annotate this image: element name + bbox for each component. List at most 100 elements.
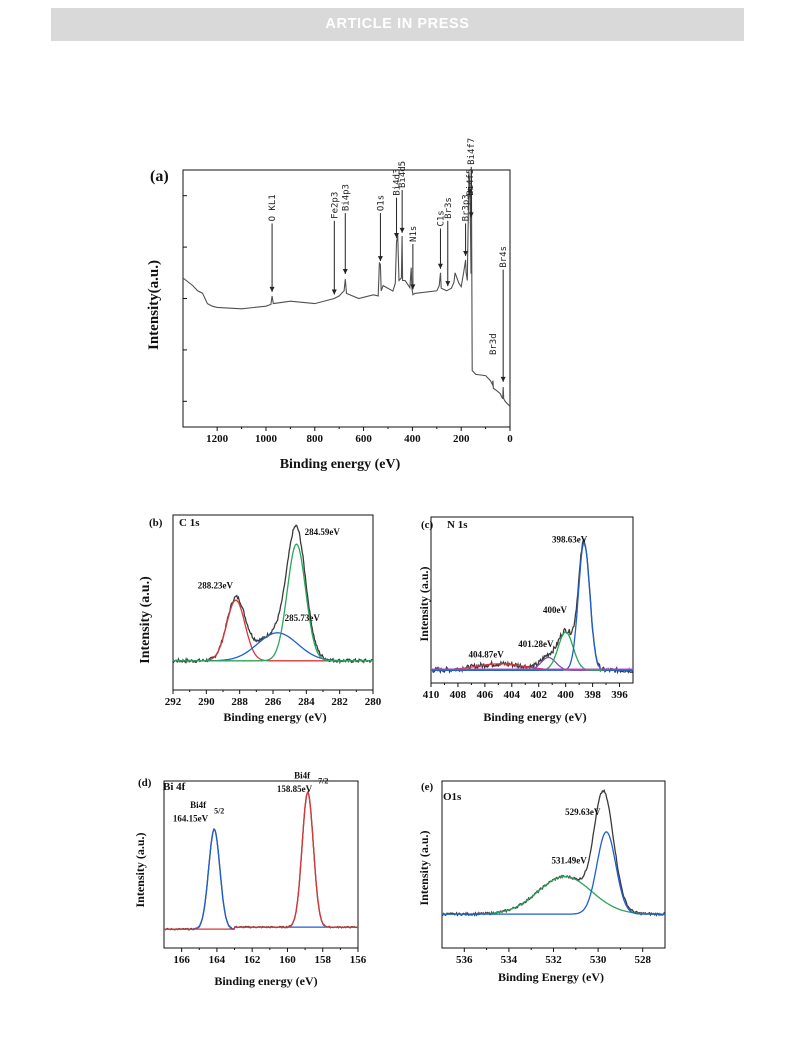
x-tick-label: 534 <box>501 954 518 966</box>
c1s-spectrum-chart: (b) C 1s Intensity (a.u.) Binding energy… <box>138 514 382 724</box>
x-tick-label: 532 <box>545 954 562 966</box>
x-axis-label: Binding energy (eV) <box>214 974 317 988</box>
plot-frame <box>163 780 359 949</box>
plot-frame <box>172 514 374 691</box>
bi4f-spectrum-chart: (d) Bi 4f Intensity (a.u.) Binding energ… <box>133 770 367 988</box>
peak-arrow-head <box>269 286 275 292</box>
peak-arrow-head <box>500 376 506 382</box>
x-axis-label: Binding Energy (eV) <box>498 970 604 984</box>
component-subscript: 5/2 <box>214 806 224 815</box>
fit-component-line <box>164 791 358 930</box>
fit-component-line <box>431 541 633 671</box>
x-tick-label: 536 <box>456 954 473 966</box>
fit-component-line <box>442 831 665 915</box>
peak-label: Fe2p3 <box>330 192 340 219</box>
x-tick-label: 292 <box>165 696 182 708</box>
survey-spectrum-chart: (a) Intensity(a.u.) Binding energy (eV) … <box>146 138 513 472</box>
y-axis-label: Intensity(a.u.) <box>146 260 162 350</box>
element-label: O1s <box>443 791 462 803</box>
component-energy-label: 529.63eV <box>565 807 601 817</box>
o1s-spectrum-chart: (e) O1s Intensity (a.u.) Binding Energy … <box>417 780 666 984</box>
x-tick-label: 156 <box>350 954 367 966</box>
x-tick-label: 280 <box>365 696 382 708</box>
x-tick-label: 166 <box>173 954 190 966</box>
element-label: C 1s <box>179 517 200 529</box>
x-tick-label: 286 <box>265 696 282 708</box>
raw-spectrum-line <box>172 524 374 665</box>
raw-spectrum-line <box>430 538 634 675</box>
y-axis-label: Intensity (a.u.) <box>138 576 153 664</box>
x-tick-label: 530 <box>590 954 607 966</box>
peak-arrow-head <box>399 227 405 233</box>
peak-label: Bi4f7 <box>467 138 477 165</box>
x-tick-label: 288 <box>231 696 248 708</box>
x-tick-label: 0 <box>507 433 513 445</box>
x-tick-label: 396 <box>611 689 628 701</box>
component-energy-label: 400eV <box>543 605 567 615</box>
component-energy-label: 398.63eV <box>552 535 588 545</box>
y-axis-label: Intensity (a.u.) <box>133 832 147 907</box>
component-energy-label: 401.28eV <box>518 639 554 649</box>
x-tick-label: 290 <box>198 696 215 708</box>
survey-spectrum-line <box>182 169 511 407</box>
component-energy-label: 284.59eV <box>305 527 341 537</box>
component-energy-label: 531.49eV <box>551 855 587 865</box>
x-tick-label: 164 <box>209 954 226 966</box>
x-tick-label: 158 <box>314 954 331 966</box>
peak-label: Bi4d5 <box>398 161 408 188</box>
x-tick-label: 404 <box>504 689 521 701</box>
x-tick-label: 282 <box>331 696 348 708</box>
peak-label: N1s <box>409 226 419 242</box>
y-axis-label: Intensity (a.u.) <box>417 830 431 905</box>
x-axis-label: Binding energy (eV) <box>223 710 326 724</box>
x-tick-label: 408 <box>450 689 467 701</box>
peak-arrow-head <box>445 281 451 287</box>
n1s-spectrum-chart: (c) N 1s Intensity (a.u.) Binding energy… <box>417 516 634 724</box>
element-label: N 1s <box>447 519 468 531</box>
peak-label: Bi4p3 <box>341 184 351 211</box>
fit-component-line <box>164 828 358 930</box>
component-subscript: 7/2 <box>318 777 328 786</box>
panel-label: (a) <box>150 168 169 185</box>
peak-label: Bi4d3 <box>393 169 403 196</box>
peak-arrow-head <box>437 263 443 269</box>
panel-label: (d) <box>138 777 152 789</box>
y-axis-label: Intensity (a.u.) <box>417 566 431 641</box>
x-tick-label: 406 <box>477 689 494 701</box>
peak-label: O1s <box>376 195 386 211</box>
article-in-press-banner: ARTICLE IN PRESS <box>51 8 744 41</box>
x-tick-label: 200 <box>453 433 470 445</box>
component-energy-label: 164.15eV <box>173 813 209 823</box>
x-tick-label: 398 <box>584 689 601 701</box>
component-name: Bi4f <box>294 770 311 780</box>
element-label: Bi 4f <box>163 781 186 793</box>
x-tick-label: 1000 <box>255 433 278 445</box>
x-axis-label: Binding energy (eV) <box>483 710 586 724</box>
x-tick-label: 160 <box>279 954 296 966</box>
peak-arrow-head <box>394 232 400 238</box>
x-tick-label: 400 <box>404 433 421 445</box>
peak-label: Br3p3 <box>462 194 472 221</box>
plot-frame <box>430 516 634 684</box>
peak-arrow-head <box>342 268 348 274</box>
component-energy-label: 288.23eV <box>198 581 234 591</box>
fit-component-line <box>442 875 665 915</box>
peak-label: Br3s <box>444 197 454 219</box>
x-tick-label: 410 <box>423 689 440 701</box>
fit-component-line <box>431 631 633 671</box>
peak-arrow-head <box>463 250 469 256</box>
peak-arrow-head <box>331 289 337 295</box>
peak-label: Br3d <box>489 333 499 355</box>
component-energy-label: 285.73eV <box>285 613 321 623</box>
x-tick-label: 402 <box>530 689 547 701</box>
panel-label: (b) <box>149 517 163 529</box>
peak-arrow-head <box>410 284 416 290</box>
component-energy-label: 158.85eV <box>277 784 313 794</box>
peak-label: Br4s <box>499 246 509 268</box>
peak-arrow-head <box>377 256 383 262</box>
x-tick-label: 400 <box>557 689 574 701</box>
x-tick-label: 528 <box>634 954 651 966</box>
panel-label: (e) <box>421 781 434 793</box>
banner-text: ARTICLE IN PRESS <box>325 16 470 32</box>
component-name: Bi4f <box>190 800 207 810</box>
